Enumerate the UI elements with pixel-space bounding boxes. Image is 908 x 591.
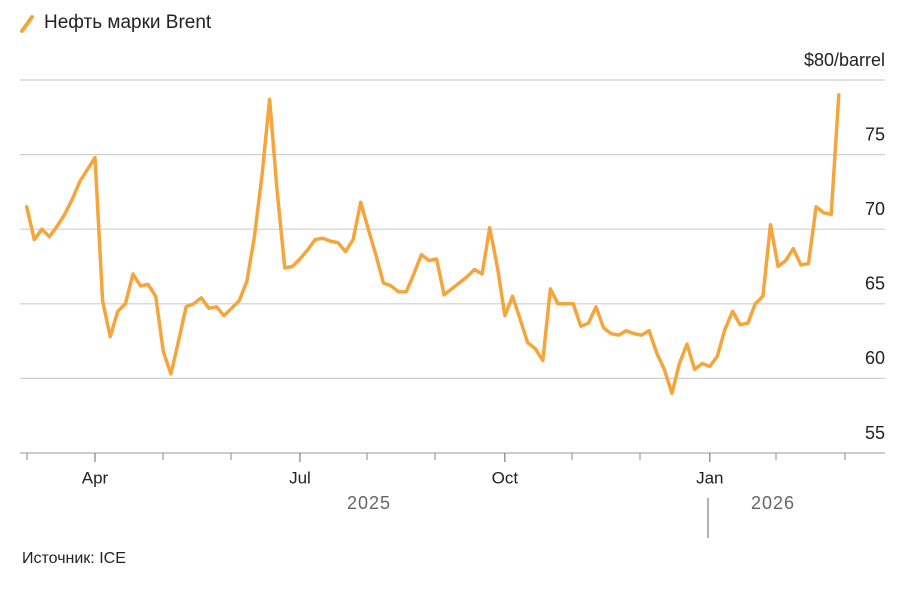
y-tick-label: 70: [865, 199, 885, 219]
y-tick-label: $80/barrel: [804, 50, 885, 70]
x-tick-label: Jul: [289, 468, 311, 487]
legend-label: Нефть марки Brent: [44, 12, 212, 33]
y-tick-label: 55: [865, 423, 885, 443]
y-tick-label: 65: [865, 274, 885, 294]
x-tick-label: Jan: [696, 468, 723, 487]
y-tick-label: 75: [865, 124, 885, 144]
x-tick-label: Oct: [492, 468, 519, 487]
line-series: [24, 93, 841, 396]
year-label: 2025: [347, 493, 391, 513]
source: Источник: ICE: [22, 550, 126, 567]
x-tick-label: Apr: [82, 468, 109, 487]
y-tick-label: 60: [865, 348, 885, 368]
minor-ticks: [26, 453, 846, 460]
year-label: 2026: [751, 493, 795, 513]
legend-swatch: [20, 15, 34, 33]
